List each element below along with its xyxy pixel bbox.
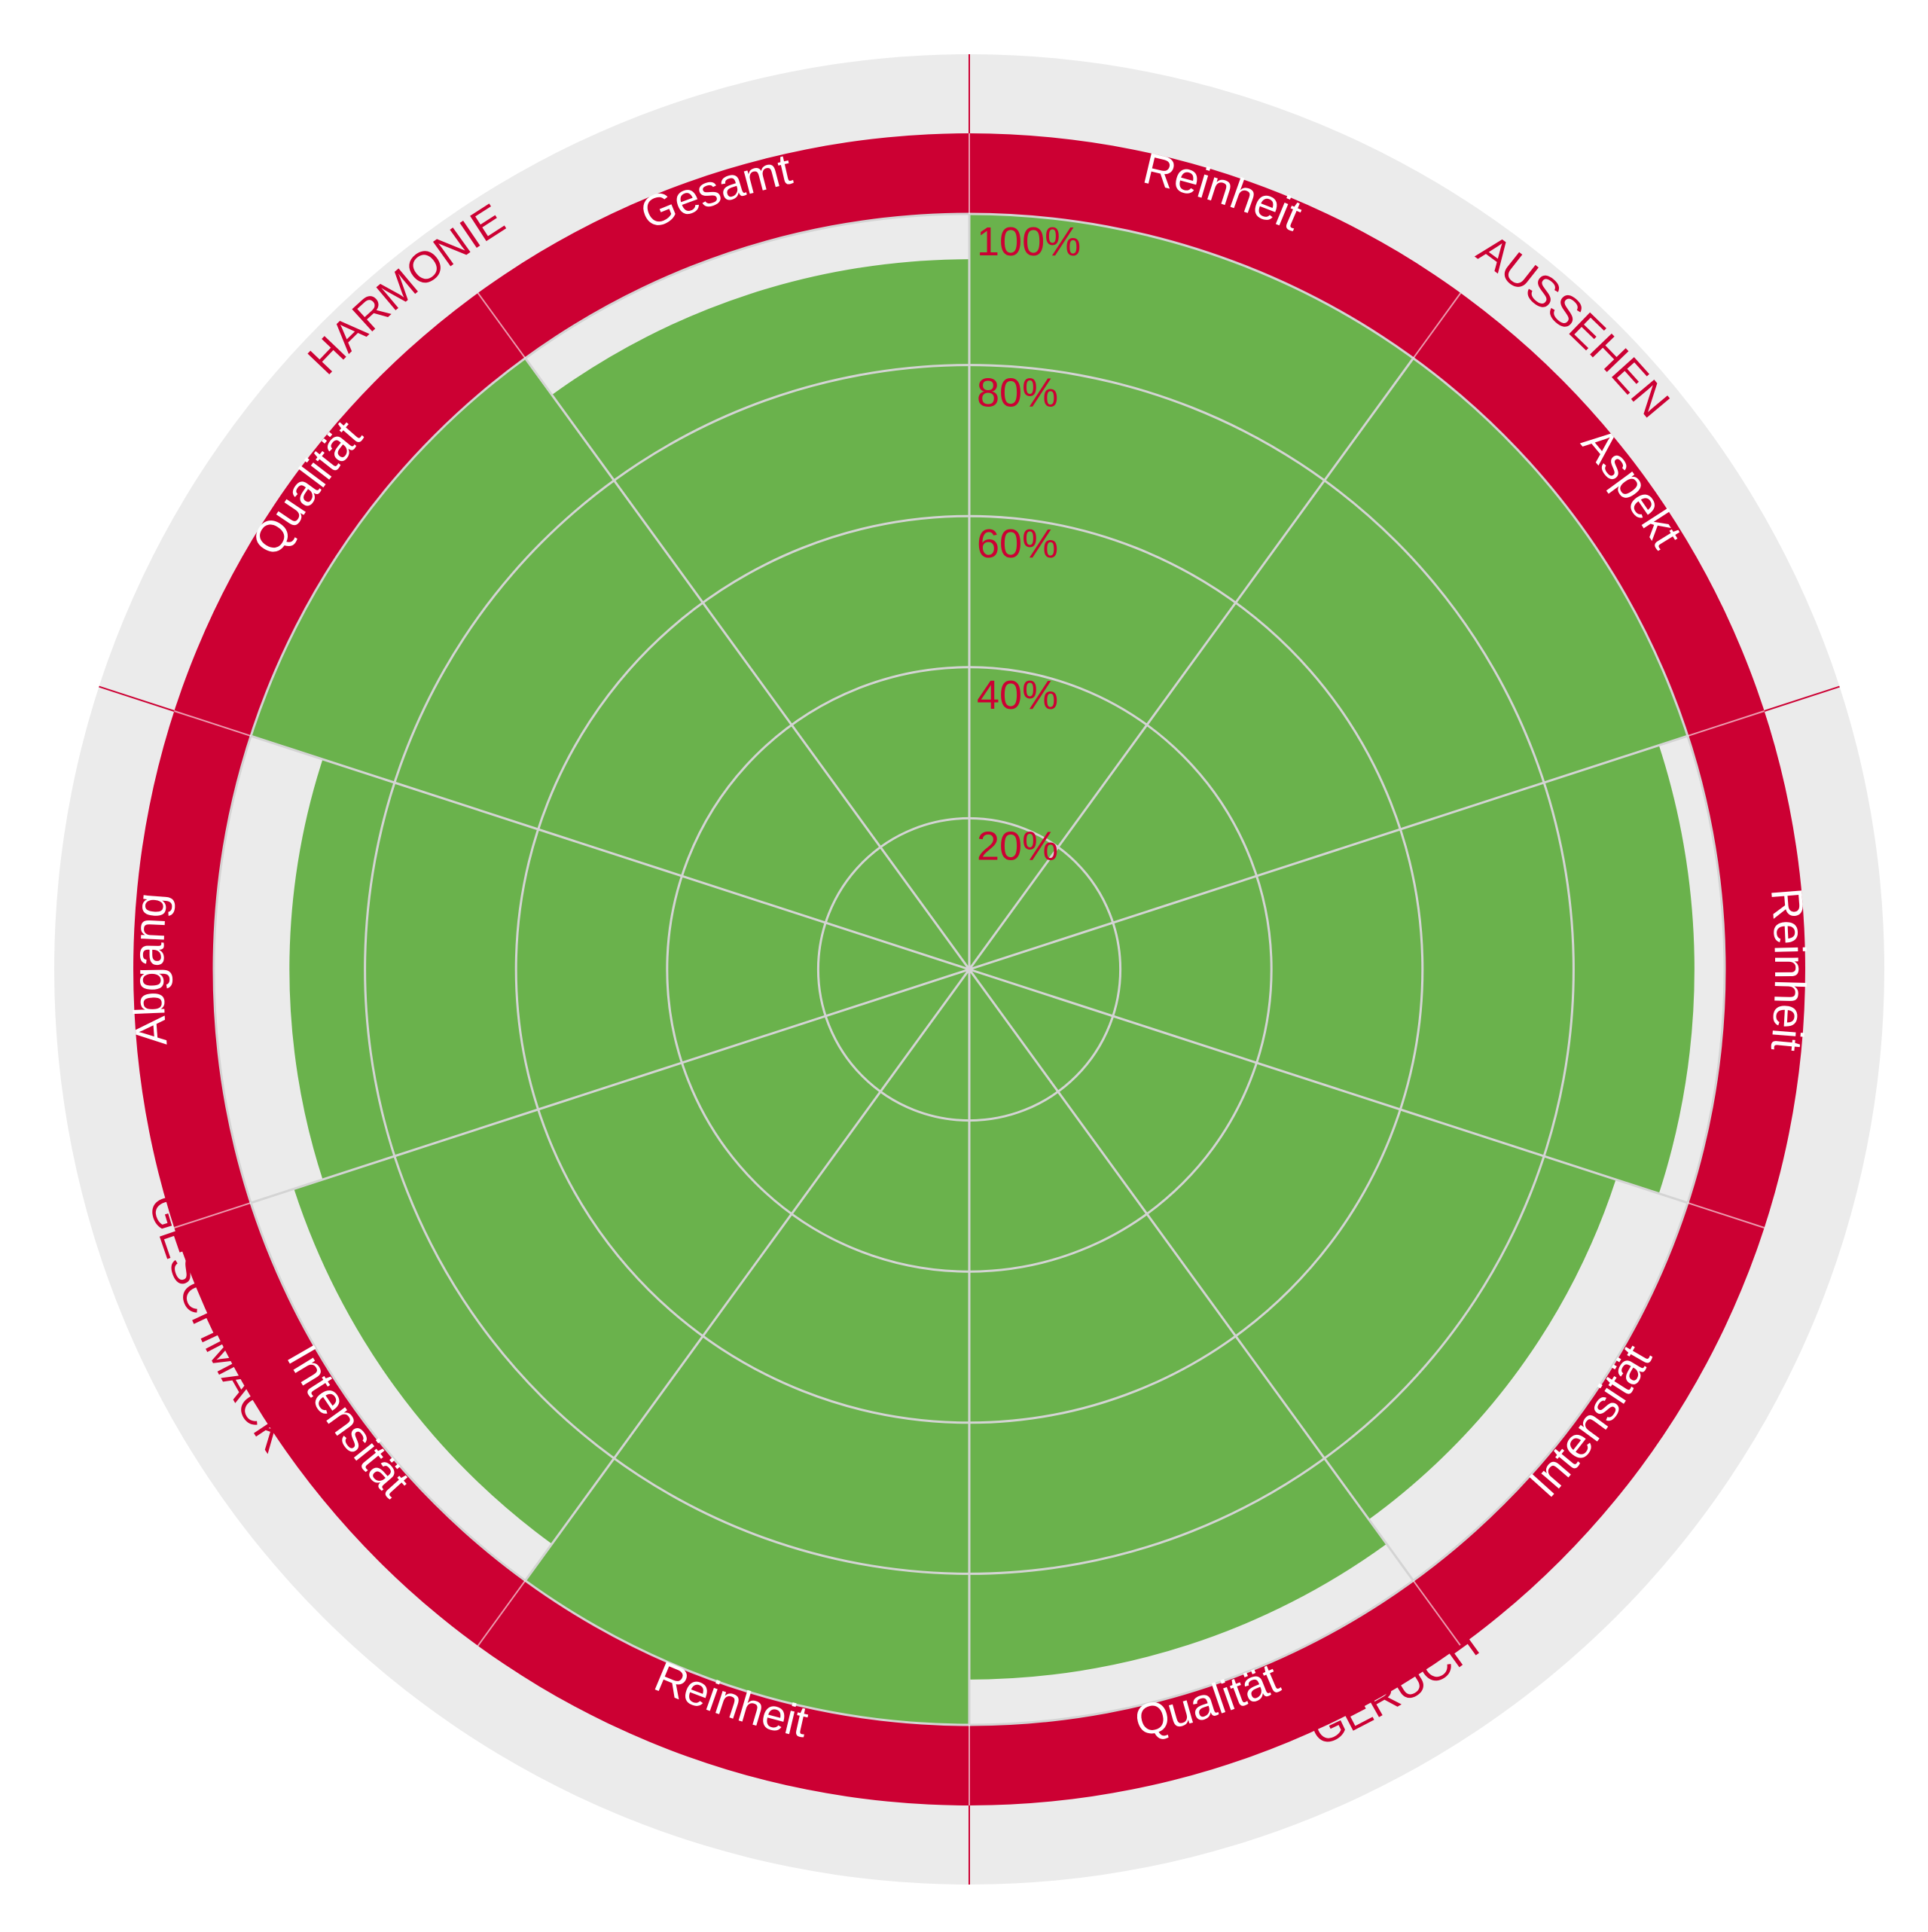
grid-spoke-5 [968, 969, 1414, 1582]
sector-2 [969, 358, 1688, 969]
category-separator-10 [477, 292, 526, 359]
group-separator-2 [1764, 685, 1840, 712]
category-label-text-3: Reinheit [1762, 887, 1814, 1053]
category-separator-3 [1687, 710, 1765, 737]
category-separator-5 [1412, 1579, 1462, 1647]
sector-9 [251, 358, 969, 969]
category-label-text-8: Abgang [124, 891, 177, 1048]
sector-6 [525, 969, 969, 1725]
group-separator-4 [99, 685, 175, 712]
grid-spoke-7 [524, 969, 971, 1582]
grid-spoke-3 [969, 734, 1689, 971]
category-separator-8 [174, 1201, 252, 1228]
radial-tick-label-5: 100% [977, 219, 1081, 264]
sector-5 [969, 969, 1387, 1680]
category-label-8: Abgang [124, 891, 177, 1048]
category-separator-4 [1687, 1201, 1765, 1228]
grid-spoke-8 [250, 968, 970, 1204]
category-separator-2 [1412, 292, 1462, 359]
grid-spoke-4 [969, 968, 1689, 1204]
sector-7 [294, 969, 969, 1544]
radial-tick-label-1: 20% [977, 823, 1058, 868]
grid-spoke-2 [968, 357, 1414, 970]
category-separator-7 [477, 1579, 526, 1647]
category-separator-9 [174, 710, 252, 737]
sector-8 [289, 759, 969, 1180]
grid-spoke-9 [250, 734, 970, 971]
sector-3 [969, 745, 1695, 1194]
radial-tick-label-3: 60% [977, 521, 1058, 566]
grid-spoke-10 [524, 357, 971, 970]
radial-tick-label-4: 80% [977, 371, 1058, 416]
category-label-3: Reinheit [1762, 887, 1814, 1053]
sector-10 [551, 259, 969, 969]
sector-1 [969, 214, 1414, 969]
radial-tick-label-2: 40% [977, 673, 1058, 718]
sector-4 [969, 969, 1616, 1520]
